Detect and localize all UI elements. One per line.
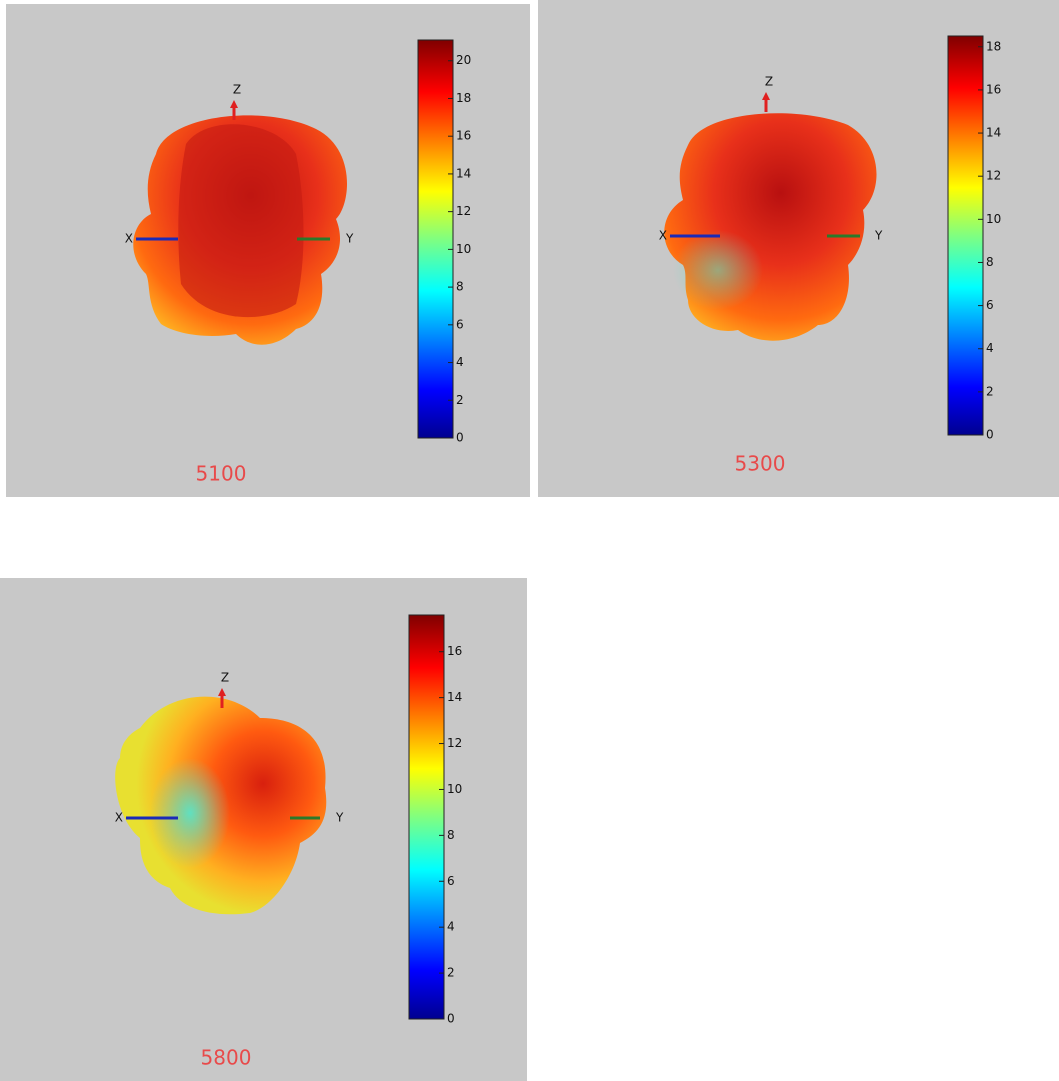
colorbar-tick-label: 0 <box>986 428 994 442</box>
axis-label: Z <box>233 83 241 97</box>
axis-label: Y <box>335 811 344 825</box>
colorbar-tick-label: 0 <box>447 1012 455 1026</box>
colorbar-tick-label: 2 <box>456 393 464 407</box>
colorbar-tick-label: 14 <box>986 126 1001 140</box>
colorbar-tick-label: 12 <box>986 169 1001 183</box>
colorbar-tick-label: 16 <box>456 129 471 143</box>
colorbar-tick-label: 14 <box>447 690 462 704</box>
colorbar-tick-label: 20 <box>456 53 471 67</box>
z-arrow <box>762 92 770 100</box>
colorbar-tick-label: 6 <box>447 874 455 888</box>
axis-label: X <box>115 811 123 825</box>
axis-label: Z <box>765 75 773 89</box>
colorbar-tick-label: 4 <box>986 341 994 355</box>
z-arrow <box>230 100 238 108</box>
pattern-panel: 0 2 4 6 8 10 12 14 16 X Y Z 5800 <box>0 578 527 1081</box>
colorbar <box>417 39 454 439</box>
colorbar-tick-label: 8 <box>456 280 464 294</box>
colorbar-tick-label: 12 <box>447 736 462 750</box>
colorbar-tick-label: 14 <box>456 166 471 180</box>
colorbar-tick-label: 8 <box>986 255 994 269</box>
colorbar <box>408 614 445 1020</box>
axis-label: Y <box>874 229 883 243</box>
colorbar <box>947 35 984 436</box>
colorbar-tick-label: 6 <box>456 317 464 331</box>
colorbar-tick-label: 6 <box>986 298 994 312</box>
axis-label: Y <box>345 232 354 246</box>
pattern-panel: 0 2 4 6 8 10 12 14 16 18 20 X Y Z 5100 <box>6 4 530 497</box>
colorbar-tick-label: 0 <box>456 431 464 445</box>
colorbar-tick-label: 18 <box>456 91 471 105</box>
lobe <box>150 758 230 868</box>
colorbar-tick-label: 16 <box>447 644 462 658</box>
axis-label: X <box>659 229 667 243</box>
colorbar-tick-label: 4 <box>447 920 455 934</box>
panel-title: 5800 <box>201 1046 252 1070</box>
colorbar-tick-label: 10 <box>986 212 1001 226</box>
colorbar-tick-label: 18 <box>986 39 1001 53</box>
lobe <box>178 124 304 318</box>
z-arrow <box>218 688 226 696</box>
colorbar-tick-label: 4 <box>456 355 464 369</box>
colorbar-tick-label: 10 <box>456 242 471 256</box>
radiation-pattern <box>664 113 877 341</box>
panel-title: 5100 <box>196 462 247 486</box>
panel-title: 5300 <box>735 452 786 476</box>
axis-label: Z <box>221 671 229 685</box>
lobe <box>673 230 763 310</box>
colorbar-tick-label: 2 <box>447 966 455 980</box>
colorbar-tick-label: 16 <box>986 82 1001 96</box>
colorbar-tick-label: 2 <box>986 384 994 398</box>
pattern-panel: 0 2 4 6 8 10 12 14 16 18 X Y Z 5300 <box>538 0 1059 497</box>
colorbar-tick-label: 10 <box>447 782 462 796</box>
colorbar-tick-label: 8 <box>447 828 455 842</box>
axis-label: X <box>125 232 133 246</box>
colorbar-tick-label: 12 <box>456 204 471 218</box>
